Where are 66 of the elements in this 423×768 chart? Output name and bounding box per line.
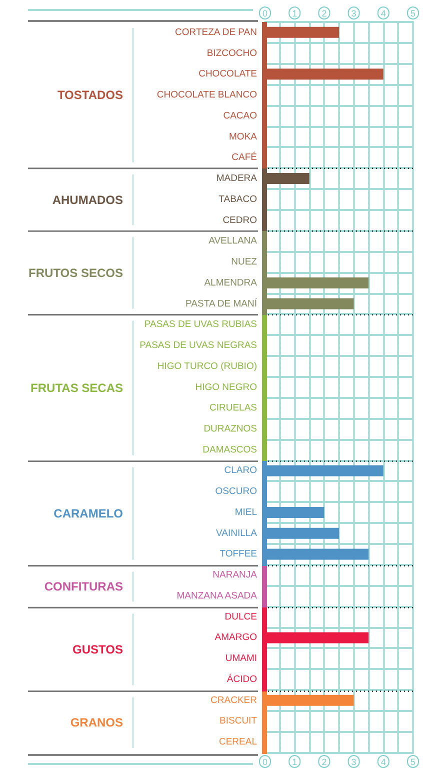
y-tick-label: OSCURO [215,486,257,498]
y-tick-label: ALMENDRA [204,277,258,288]
bar [265,277,369,288]
y-tick-label: AMARGO [214,632,257,644]
y-tick-label: CORTEZA DE PAN [175,26,258,38]
x-tick-label: 1 [292,8,298,18]
x2-tick-label: 4 [380,757,386,767]
x2-tick-label: 5 [410,757,416,767]
text: CONFITURAS [44,580,123,594]
bar [265,528,339,539]
x2-tick-label: 0 [262,757,268,767]
y-tick-label: CHOCOLATE BLANCO [156,90,257,101]
x2-tick-label: 2 [322,757,327,767]
x-tick-label: 2 [322,8,327,18]
text: GRANOS [70,716,123,730]
y-tick-label: MADERA [216,173,258,184]
y-tick-label: PASTA DE MANÍ [186,297,258,310]
text: CARAMELO [54,506,123,520]
y-tick-label: DURAZNOS [204,423,257,434]
y-tick-label: AVELLANA [208,236,258,247]
y-tick-label: CACAO [223,110,257,122]
y-tick-label: VAINILLA [216,528,258,539]
y-tick-label: CHOCOLATE [198,68,257,80]
y-tick-label: HIGO NEGRO [195,382,257,393]
y-tick-label: UMAMI [225,653,257,664]
bar [265,548,369,560]
y-tick-label: DAMASCOS [202,444,257,456]
bar [265,68,384,80]
y-tick-label: NUEZ [231,256,258,268]
bar [265,506,324,518]
y-tick-label: CEDRO [222,214,257,226]
bar [265,465,384,476]
x-tick-label: 4 [380,8,386,18]
y-tick-label: CRACKER [210,694,258,706]
bar [265,298,354,310]
x-tick-label: 0 [262,8,268,18]
text: TOSTADOS [57,88,123,102]
text: FRUTOS SECOS [28,266,123,280]
y-tick-label: CEREAL [218,736,257,748]
y-tick-label: CLARO [224,465,257,476]
y-tick-label: NARANJA [212,570,258,581]
y-tick-label: MOKA [229,131,258,142]
x2-tick-label: 1 [292,757,298,767]
bar [265,173,310,184]
y-tick-label: TABACO [218,194,257,205]
y-tick-label: PASAS DE UVAS RUBIAS [144,319,257,330]
x-tick-label: 5 [410,8,416,18]
y-tick-label: ÁCIDO [226,672,257,685]
x2-tick-label: 3 [351,757,356,767]
text: GUSTOS [72,642,123,656]
y-tick-label: PASAS DE UVAS NEGRAS [140,340,257,352]
text: AHUMADOS [52,192,123,207]
bar [265,694,354,706]
y-tick-label: DULCE [224,611,257,622]
y-tick-label: CAFÉ [232,151,257,164]
y-tick-label: CIRUELAS [209,402,257,414]
y-tick-label: BIZCOCHO [206,48,257,59]
bar [265,632,369,644]
y-tick-label: TOFFEE [220,548,257,560]
x-tick-label: 3 [351,8,356,18]
text: FRUTAS SECAS [30,381,123,395]
y-tick-label: HIGO TURCO (RUBIO) [157,360,257,372]
y-tick-label: MIEL [234,506,257,518]
y-tick-label: BISCUIT [220,716,258,727]
bar [265,26,339,38]
y-tick-label: MANZANA ASADA [176,590,258,602]
